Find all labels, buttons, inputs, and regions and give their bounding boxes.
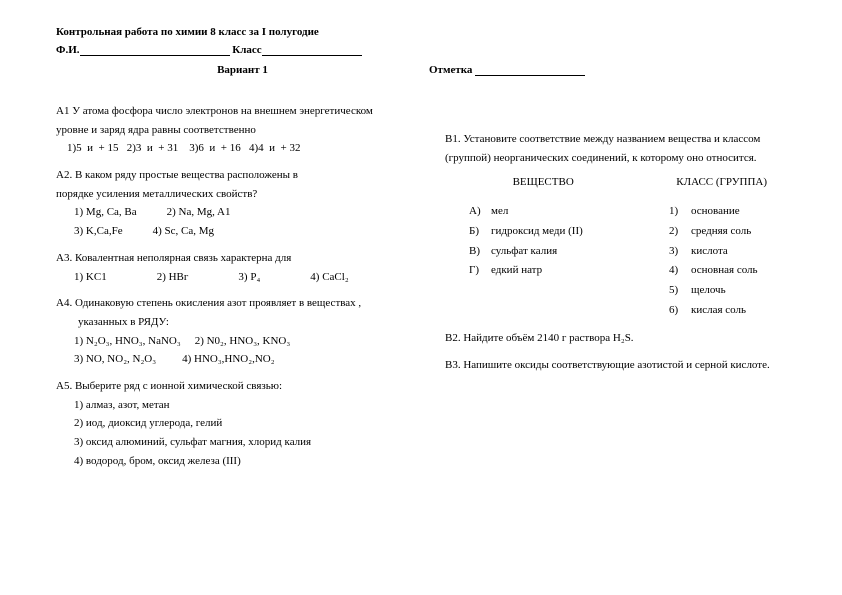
- a2-opt1: 1) Mg, Ca, Ba: [74, 203, 137, 222]
- b1-classes: 1)основание 2)средняя соль 3)кислота 4)о…: [669, 202, 758, 321]
- question-a2: А2. В каком ряду простые вещества распол…: [56, 166, 413, 241]
- variant: Вариант 1: [56, 64, 429, 76]
- question-a3: А3. Ковалентная неполярная связь характе…: [56, 249, 413, 286]
- b1-headers: ВЕЩЕСТВО КЛАСС (ГРУППА): [445, 173, 802, 192]
- a1-options: 1)5 и + 15 2)3 и + 31 3)6 и + 16 4)4 и +…: [56, 139, 413, 158]
- left-column: А1 У атома фосфора число электронов на в…: [56, 102, 413, 478]
- question-a5: А5. Выберите ряд с ионной химической свя…: [56, 377, 413, 470]
- question-a1: А1 У атома фосфора число электронов на в…: [56, 102, 413, 158]
- b1-table: А)мел Б)гидроксид меди (II) В)сульфат ка…: [469, 202, 802, 321]
- right-column: В1. Установите соответствие между назван…: [445, 102, 802, 478]
- variant-row: Вариант 1 Отметка: [56, 64, 802, 76]
- name-blank: [80, 44, 230, 56]
- b1-substances: А)мел Б)гидроксид меди (II) В)сульфат ка…: [469, 202, 619, 321]
- a3-opt4: 4) CaCl₂: [310, 268, 348, 287]
- question-b3: В3. Напишите оксиды соответствующие азот…: [445, 356, 802, 375]
- a3-opt3: 3) P₄: [238, 268, 260, 287]
- a5-opt2: 2) иод, диоксид углерода, гелий: [74, 414, 413, 433]
- header: Контрольная работа по химии 8 класс за I…: [56, 24, 802, 94]
- a4-opt4: 4) HNO₃,HNO₂,NO₂: [182, 350, 274, 369]
- title: Контрольная работа по химии 8 класс за I…: [56, 26, 802, 38]
- a3-opt2: 2) HBг: [157, 268, 189, 287]
- grade-blank: [475, 64, 585, 76]
- worksheet: Контрольная работа по химии 8 класс за I…: [56, 24, 802, 478]
- class-blank: [262, 44, 362, 56]
- question-b2: В2. Найдите объём 2140 г раствора H₂S.: [445, 329, 802, 348]
- grade: Отметка: [429, 64, 802, 76]
- a5-opt3: 3) оксид алюминий, сульфат магния, хлори…: [74, 433, 413, 452]
- a4-opt1: 1) N₂O₃, HNO₃, NaNO₃: [74, 332, 181, 351]
- a2-opt4: 4) Sc, Ca, Mg: [153, 222, 214, 241]
- a2-opt3: 3) K,Ca,Fe: [74, 222, 123, 241]
- columns: А1 У атома фосфора число электронов на в…: [56, 102, 802, 478]
- a3-opt1: 1) KC1: [74, 268, 107, 287]
- a5-opt1: 1) алмаз, азот, метан: [74, 396, 413, 415]
- a2-opt2: 2) Na, Mg, A1: [167, 203, 231, 222]
- a4-opt3: 3) NO, NO₂, N₂O₃: [74, 350, 156, 369]
- a4-opt2: 2) N0₂, HNO₃, KNO₃: [195, 332, 291, 351]
- question-b1: В1. Установите соответствие между назван…: [445, 130, 802, 321]
- a5-opt4: 4) водород, бром, оксид железа (III): [74, 452, 413, 471]
- name-line: Ф.И. Класс: [56, 44, 802, 56]
- question-a4: А4. Одинаковую степень окисления азот пр…: [56, 294, 413, 369]
